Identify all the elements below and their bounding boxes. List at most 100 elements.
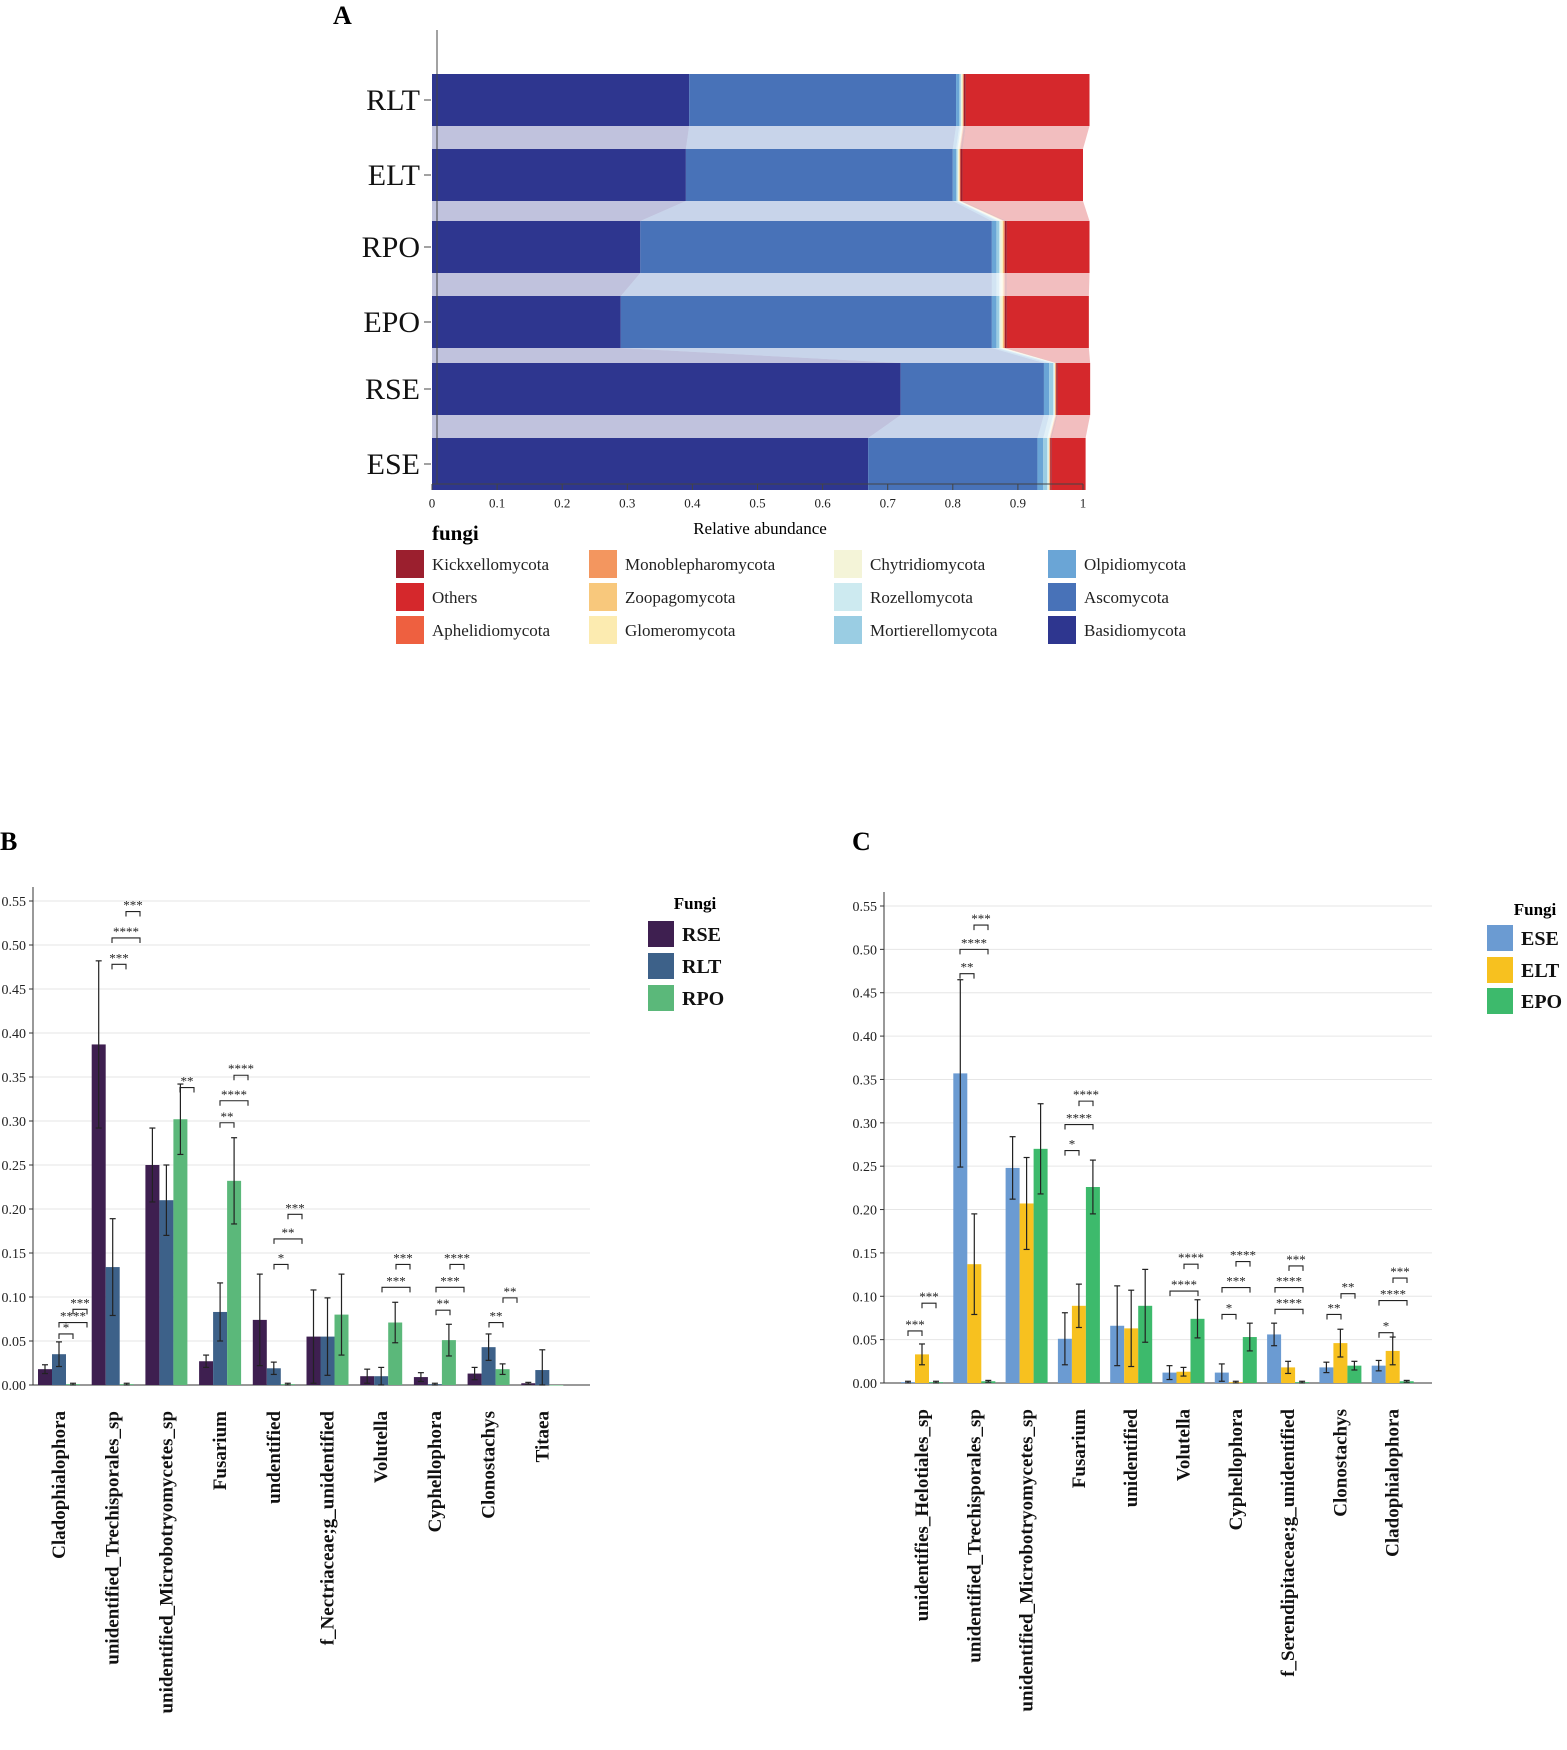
significance-bracket bbox=[1378, 1300, 1408, 1306]
x-tick-label: undentified bbox=[264, 1411, 285, 1504]
bar-unidentified-trechisporales-sp-elt bbox=[967, 1264, 982, 1383]
significance-label: *** bbox=[440, 1273, 460, 1288]
significance-label: * bbox=[63, 1320, 70, 1335]
y-tick-label: 0.10 bbox=[2, 1291, 27, 1306]
significance-bracket bbox=[973, 924, 989, 931]
legend-item-mortierellomycota: Mortierellomycota bbox=[834, 616, 998, 644]
significance-bracket bbox=[111, 963, 127, 970]
bar-segment-rse-ascomycota bbox=[900, 363, 1044, 415]
bar-unidentified-microbotryomycetes-sp-rlt bbox=[159, 1200, 174, 1385]
panel-c-label: C bbox=[852, 827, 871, 856]
bar-segment-ese-others bbox=[1051, 438, 1086, 490]
legend-item-monoblepharomycota: Monoblepharomycota bbox=[589, 550, 776, 578]
bar-segment-rpo-ascomycota bbox=[640, 221, 992, 273]
bar-unidentified-microbotryomycetes-sp-rpo bbox=[173, 1119, 188, 1385]
significance-label: *** bbox=[919, 1289, 939, 1304]
significance-label: **** bbox=[1066, 1111, 1092, 1126]
legend-c: ESE ELT EPO bbox=[1487, 925, 1562, 1014]
flow-band bbox=[999, 273, 1001, 296]
bar-segment-elt-kickxellomycota bbox=[960, 149, 963, 201]
significance-label: ** bbox=[221, 1109, 234, 1124]
significance-label: * bbox=[1069, 1137, 1076, 1152]
flow-band bbox=[1004, 348, 1057, 363]
x-tick-label: f_Nectriaceae;g_unidentified bbox=[318, 1411, 339, 1646]
flow-band bbox=[1049, 415, 1056, 438]
significance-label: *** bbox=[971, 911, 991, 926]
significance-label: **** bbox=[221, 1087, 247, 1102]
flow-band bbox=[685, 126, 957, 149]
y-tick-label: 0.45 bbox=[2, 983, 27, 998]
significance-label: *** bbox=[285, 1200, 305, 1215]
flow-band bbox=[959, 126, 964, 149]
x-tick-label: Cyphellophora bbox=[425, 1411, 446, 1533]
x-tick-label: 0.1 bbox=[489, 496, 505, 511]
significance-bracket bbox=[273, 1238, 303, 1244]
significance-label: **** bbox=[1276, 1295, 1302, 1310]
significance-label: ** bbox=[490, 1309, 503, 1324]
significance-label: **** bbox=[1380, 1287, 1406, 1302]
legend-swatch bbox=[648, 985, 674, 1011]
legend-swatch bbox=[834, 550, 862, 578]
legend-item-rlt: RLT bbox=[648, 953, 722, 979]
flow-band bbox=[432, 273, 641, 296]
legend-item-chytridiomycota: Chytridiomycota bbox=[834, 550, 986, 578]
flow-band bbox=[432, 201, 686, 221]
x-tick-label: Clonostachys bbox=[479, 1411, 500, 1519]
bar-segment-elt-others bbox=[962, 149, 1083, 201]
flow-band bbox=[1049, 415, 1057, 438]
y-tick-label: RSE bbox=[365, 373, 420, 406]
flow-band bbox=[996, 273, 1000, 296]
y-tick-label: EPO bbox=[363, 306, 420, 339]
x-tick-label: 1 bbox=[1080, 496, 1087, 511]
flow-band bbox=[1004, 273, 1005, 296]
bar-segment-epo-chytridiomycota bbox=[1000, 296, 1003, 348]
legend-swatch bbox=[1048, 616, 1076, 644]
flow-band bbox=[960, 126, 966, 149]
bar-segment-rlt-chytridiomycota bbox=[961, 74, 963, 126]
bar-unidentified-trechisporales-sp-ese bbox=[953, 1073, 968, 1383]
y-tick-label: 0.55 bbox=[853, 900, 878, 915]
significance-label: **** bbox=[1178, 1250, 1204, 1265]
x-tick-label: 0.3 bbox=[619, 496, 635, 511]
legend-swatch bbox=[1048, 550, 1076, 578]
legend-label: Basidiomycota bbox=[1084, 621, 1186, 640]
significance-bracket bbox=[502, 1297, 518, 1303]
bar-unidentified-trechisporales-sp-rlt bbox=[105, 1267, 120, 1385]
significance-label: * bbox=[278, 1250, 285, 1265]
y-tick-label: 0.50 bbox=[2, 939, 27, 954]
significance-bracket bbox=[219, 1122, 235, 1128]
y-tick-label: 0.40 bbox=[853, 1030, 878, 1045]
bar-segment-rpo-mortierellomycota bbox=[996, 221, 1000, 273]
significance-bracket bbox=[959, 948, 989, 955]
x-tick-label: Clonostachys bbox=[1330, 1409, 1351, 1517]
legend-label: EPO bbox=[1521, 991, 1562, 1013]
bar-segment-rlt-mortierellomycota bbox=[959, 74, 961, 126]
bar-segment-elt-chytridiomycota bbox=[958, 149, 960, 201]
bar-fusarium-rlt bbox=[213, 1311, 228, 1385]
flow-band bbox=[432, 348, 901, 363]
significance-bracket bbox=[233, 1074, 249, 1081]
significance-label: ** bbox=[961, 960, 974, 975]
significance-label: ** bbox=[1328, 1300, 1341, 1315]
bar-undentified-rlt bbox=[266, 1368, 281, 1385]
significance-label: *** bbox=[1286, 1252, 1306, 1267]
legend-c-title: Fungi bbox=[1514, 900, 1557, 919]
y-tick-label: 0.15 bbox=[853, 1247, 878, 1262]
significance-bracket bbox=[381, 1286, 411, 1293]
x-tick-label: Fusarium bbox=[1069, 1409, 1090, 1488]
legend-label: Ascomycota bbox=[1084, 588, 1169, 607]
flow-band bbox=[1000, 348, 1056, 363]
legend-swatch bbox=[1048, 583, 1076, 611]
legend-swatch bbox=[589, 583, 617, 611]
legend-swatch bbox=[648, 953, 674, 979]
bar-segment-epo-ascomycota bbox=[620, 296, 992, 348]
stacked-bar-chart: RLT ELT RPO EPO RSE ESE 0 0.1 0.2 0.3 0.4 0.5 0.6 0.7… bbox=[362, 30, 1091, 511]
bar-chart-b: 0.00 0.05 0.10 0.15 0.20 0.25 0.30 0.35 0.40 0.45… bbox=[2, 887, 590, 1714]
significance-bracket bbox=[395, 1263, 411, 1270]
significance-bracket bbox=[1064, 1124, 1094, 1130]
significance-label: * bbox=[1226, 1300, 1233, 1315]
significance-label: *** bbox=[905, 1317, 925, 1332]
significance-bracket bbox=[273, 1263, 289, 1270]
significance-label: *** bbox=[109, 950, 129, 965]
legend-swatch bbox=[589, 550, 617, 578]
